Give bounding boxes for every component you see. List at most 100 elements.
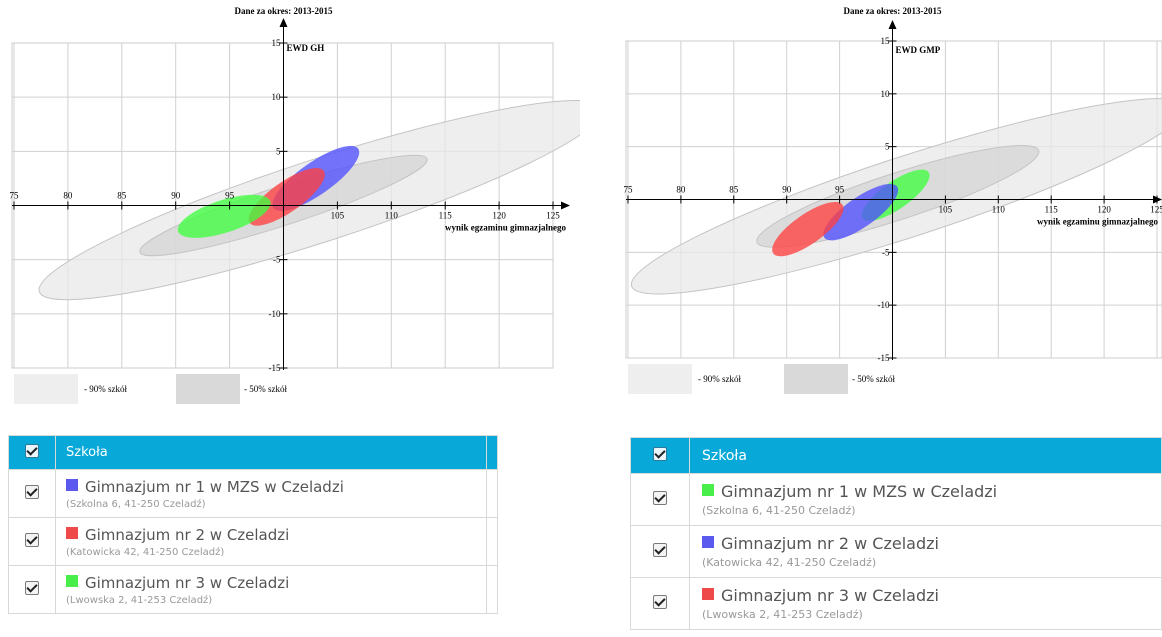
ellipse-school-2 bbox=[823, 183, 899, 241]
legend-90-swatch bbox=[14, 374, 78, 404]
school-color-swatch bbox=[702, 536, 714, 548]
select-all-checkbox[interactable] bbox=[25, 443, 39, 458]
row-check-cell bbox=[630, 473, 690, 526]
school-name: Gimnazjum nr 1 w MZS w Czeladzi bbox=[85, 478, 344, 496]
y-tick-label: -10 bbox=[269, 309, 281, 319]
y-tick-label: -15 bbox=[269, 363, 281, 373]
x-tick-label: 95 bbox=[835, 185, 845, 195]
row-check-cell bbox=[8, 565, 56, 614]
table-row[interactable]: Gimnazjum nr 3 w Czeladzi (Lwowska 2, 41… bbox=[8, 565, 498, 614]
table-header: Szkoła bbox=[630, 437, 1162, 474]
table-row[interactable]: Gimnazjum nr 1 w MZS w Czeladzi (Szkolna… bbox=[8, 469, 498, 518]
row-spacer bbox=[486, 565, 498, 614]
y-axis-label: EWD GH bbox=[287, 43, 325, 53]
row-check-cell bbox=[630, 577, 690, 630]
school-color-swatch bbox=[702, 588, 714, 600]
x-tick-label: 75 bbox=[10, 191, 20, 201]
school-color-swatch bbox=[702, 484, 714, 496]
row-checkbox[interactable] bbox=[25, 581, 39, 595]
school-cell: Gimnazjum nr 3 w Czeladzi (Lwowska 2, 41… bbox=[55, 565, 487, 614]
header-spacer bbox=[486, 435, 498, 470]
legend-50-label: - 50% szkół bbox=[852, 374, 895, 384]
school-color-swatch bbox=[66, 527, 78, 539]
x-axis-label: wynik egzaminu gimnazjalnego bbox=[445, 223, 567, 233]
x-tick-label: 115 bbox=[1045, 205, 1059, 215]
y-tick-label: 10 bbox=[272, 92, 282, 102]
row-check-cell bbox=[8, 469, 56, 518]
y-tick-label: 5 bbox=[885, 142, 890, 152]
school-color-swatch bbox=[66, 479, 78, 491]
row-checkbox[interactable] bbox=[25, 533, 39, 547]
row-checkbox[interactable] bbox=[25, 485, 39, 499]
x-tick-label: 90 bbox=[782, 185, 792, 195]
legend-90-label: - 90% szkół bbox=[698, 374, 741, 384]
row-spacer bbox=[486, 517, 498, 566]
y-tick-label: 15 bbox=[272, 38, 282, 48]
school-address: (Katowicka 42, 41-250 Czeladź) bbox=[66, 547, 225, 558]
x-tick-label: 105 bbox=[331, 211, 345, 221]
x-tick-label: 90 bbox=[171, 191, 181, 201]
school-color-swatch bbox=[66, 575, 78, 587]
select-all-cell bbox=[8, 435, 56, 470]
school-address: (Szkolna 6, 41-250 Czeladź) bbox=[702, 504, 856, 517]
x-tick-label: 80 bbox=[63, 191, 73, 201]
table-row[interactable]: Gimnazjum nr 3 w Czeladzi (Lwowska 2, 41… bbox=[630, 577, 1162, 630]
row-check-cell bbox=[8, 517, 56, 566]
row-spacer bbox=[486, 469, 498, 518]
school-address: (Lwowska 2, 41-253 Czeladź) bbox=[702, 608, 863, 621]
legend-50-swatch bbox=[784, 364, 848, 394]
x-tick-label: 110 bbox=[385, 211, 399, 221]
school-address: (Lwowska 2, 41-253 Czeladź) bbox=[66, 595, 213, 606]
y-tick-label: -10 bbox=[878, 300, 890, 310]
school-cell: Gimnazjum nr 3 w Czeladzi (Lwowska 2, 41… bbox=[689, 577, 1162, 630]
school-name: Gimnazjum nr 2 w Czeladzi bbox=[85, 526, 290, 544]
y-axis-label: EWD GMP bbox=[896, 45, 941, 55]
x-tick-label: 110 bbox=[992, 205, 1006, 215]
school-column-header: Szkoła bbox=[55, 435, 487, 470]
select-all-checkbox[interactable] bbox=[653, 446, 667, 461]
y-tick-label: -5 bbox=[882, 247, 890, 257]
schools-table-right: Szkoła Gimnazjum nr 1 w MZS w Czeladzi (… bbox=[630, 437, 1162, 630]
x-axis-label: wynik egzaminu gimnazjalnego bbox=[1037, 217, 1159, 227]
x-tick-label: 85 bbox=[117, 191, 127, 201]
x-tick-label: 80 bbox=[676, 185, 686, 195]
table-row[interactable]: Gimnazjum nr 1 w MZS w Czeladzi (Szkolna… bbox=[630, 473, 1162, 526]
ellipse-school-3 bbox=[772, 201, 844, 257]
ellipse-school-2 bbox=[248, 168, 325, 226]
x-tick-label: 105 bbox=[939, 205, 953, 215]
x-tick-label: 75 bbox=[624, 185, 634, 195]
school-cell: Gimnazjum nr 1 w MZS w Czeladzi (Szkolna… bbox=[689, 473, 1162, 526]
school-address: (Katowicka 42, 41-250 Czeladź) bbox=[702, 556, 877, 569]
y-tick-label: 15 bbox=[881, 36, 891, 46]
row-checkbox[interactable] bbox=[653, 491, 667, 505]
y-tick-label: 10 bbox=[881, 89, 891, 99]
y-axis-arrow bbox=[279, 18, 288, 27]
x-axis-arrow bbox=[561, 201, 570, 210]
legend-50-label: - 50% szkół bbox=[244, 384, 287, 394]
ewd-gh-chart: 75 80 85 90 95 105 110 115 120 125 -15 -10 -5 5 10 15 Da… bbox=[10, 6, 580, 373]
row-check-cell bbox=[630, 525, 690, 578]
x-tick-label: 95 bbox=[225, 191, 235, 201]
school-name: Gimnazjum nr 3 w Czeladzi bbox=[721, 586, 939, 605]
row-checkbox[interactable] bbox=[653, 595, 667, 609]
y-tick-label: -15 bbox=[878, 353, 890, 363]
legend-50-swatch bbox=[176, 374, 240, 404]
x-tick-label: 125 bbox=[1150, 205, 1162, 215]
table-row[interactable]: Gimnazjum nr 2 w Czeladzi (Katowicka 42,… bbox=[630, 525, 1162, 578]
table-row[interactable]: Gimnazjum nr 2 w Czeladzi (Katowicka 42,… bbox=[8, 517, 498, 566]
legend-90-swatch bbox=[628, 364, 692, 394]
school-cell: Gimnazjum nr 2 w Czeladzi (Katowicka 42,… bbox=[55, 517, 487, 566]
y-tick-label: 5 bbox=[276, 146, 281, 156]
x-tick-label: 125 bbox=[546, 211, 560, 221]
chart-title: Dane za okres: 2013-2015 bbox=[234, 6, 333, 16]
school-address: (Szkolna 6, 41-250 Czeladź) bbox=[66, 499, 206, 510]
school-column-header: Szkoła bbox=[689, 437, 1162, 474]
x-tick-label: 120 bbox=[492, 211, 506, 221]
chart-title: Dane za okres: 2013-2015 bbox=[843, 6, 942, 16]
school-name: Gimnazjum nr 3 w Czeladzi bbox=[85, 574, 290, 592]
row-checkbox[interactable] bbox=[653, 543, 667, 557]
schools-table-left: Szkoła Gimnazjum nr 1 w MZS w Czeladzi (… bbox=[8, 435, 498, 614]
legend-90-label: - 90% szkół bbox=[84, 384, 127, 394]
x-tick-label: 115 bbox=[439, 211, 453, 221]
select-all-cell bbox=[630, 437, 690, 474]
